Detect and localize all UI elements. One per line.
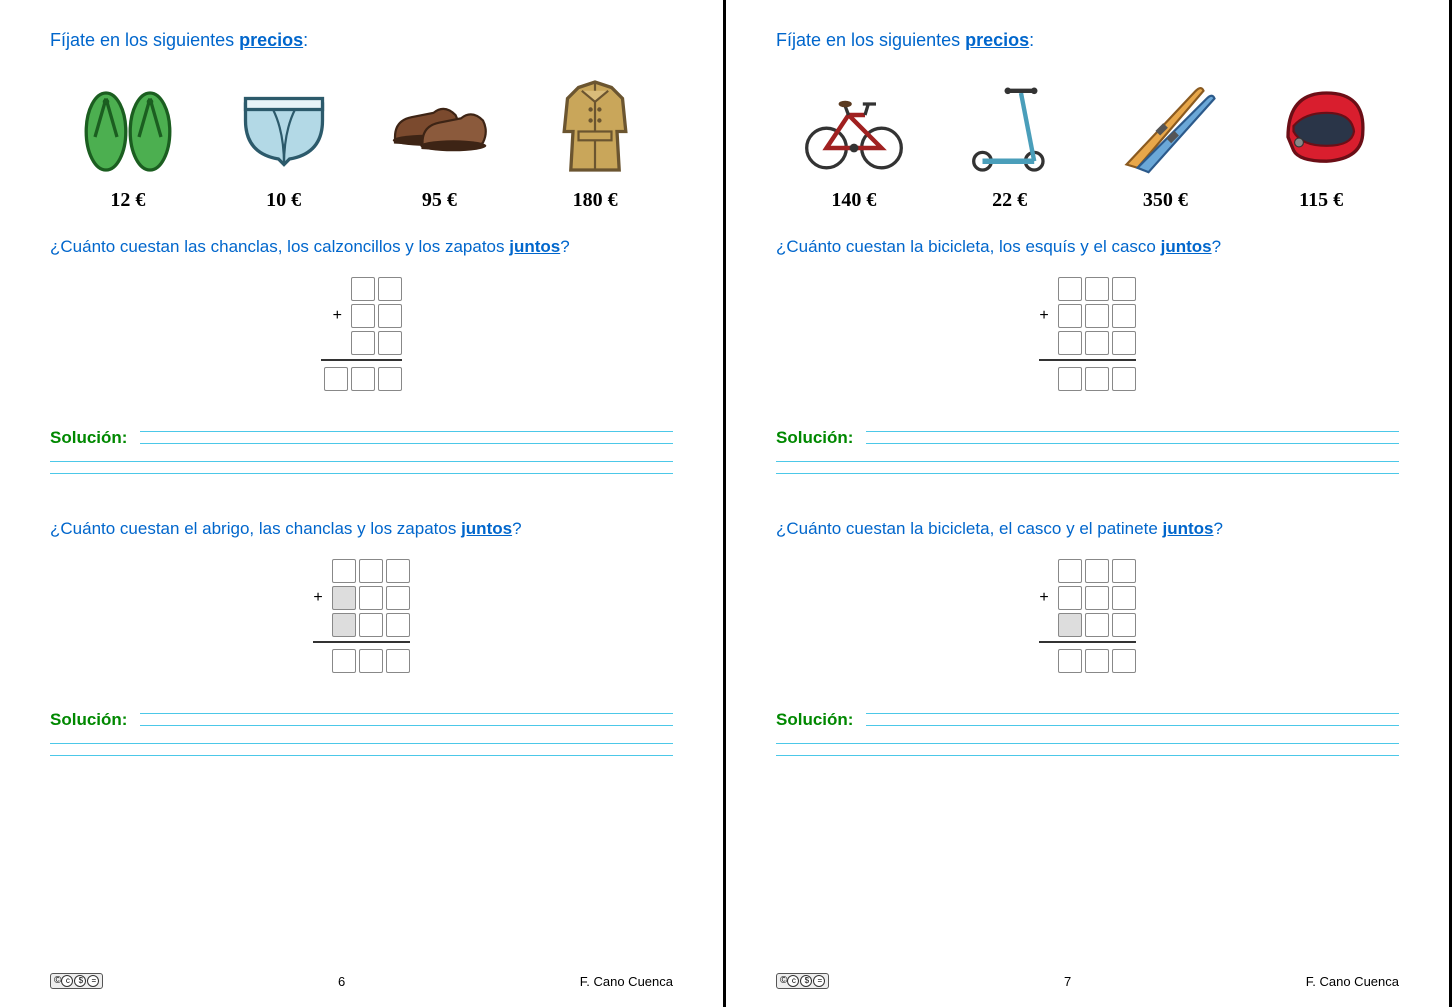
worksheet-page-right: Fíjate en los siguientes precios: 140 € (726, 0, 1452, 1007)
item-flipflops: 12 € (50, 71, 206, 212)
bike-icon (799, 71, 909, 181)
helmet-icon (1266, 71, 1376, 181)
price: 350 € (1143, 189, 1188, 212)
page-number: 7 (1064, 974, 1071, 989)
item-bike: 140 € (776, 71, 932, 212)
question-1: ¿Cuánto cuestan la bicicleta, los esquís… (776, 237, 1399, 257)
question-2: ¿Cuánto cuestan la bicicleta, el casco y… (776, 519, 1399, 539)
item-helmet: 115 € (1243, 71, 1399, 212)
coat-icon (540, 71, 650, 181)
cc-license-icon: ©c$= (50, 973, 103, 989)
item-scooter: 22 € (932, 71, 1088, 212)
item-coat: 180 € (517, 71, 673, 212)
calculation-grid: + (50, 277, 673, 394)
price: 22 € (992, 189, 1027, 212)
calculation-grid: + (776, 559, 1399, 676)
solution-label: Solución: (50, 710, 127, 730)
solution-area: Solución: (776, 424, 1399, 474)
cc-license-icon: ©c$= (776, 973, 829, 989)
worksheet-page-left: Fíjate en los siguientes precios: 12 € 1… (0, 0, 726, 1007)
page-number: 6 (338, 974, 345, 989)
item-skis: 350 € (1088, 71, 1244, 212)
solution-label: Solución: (50, 428, 127, 448)
calculation-grid: + (776, 277, 1399, 394)
solution-area: Solución: (776, 706, 1399, 756)
author-name: F. Cano Cuenca (1306, 974, 1399, 989)
price: 95 € (422, 189, 457, 212)
price: 12 € (110, 189, 145, 212)
heading: Fíjate en los siguientes precios: (776, 30, 1399, 51)
price: 10 € (266, 189, 301, 212)
calculation-grid: + (50, 559, 673, 676)
heading-suffix: : (303, 30, 308, 50)
price: 115 € (1299, 189, 1343, 212)
question-1: ¿Cuánto cuestan las chanclas, los calzon… (50, 237, 673, 257)
item-shoes: 95 € (362, 71, 518, 212)
price: 140 € (831, 189, 876, 212)
question-2: ¿Cuánto cuestan el abrigo, las chanclas … (50, 519, 673, 539)
page-footer: ©c$= 7 F. Cano Cuenca (776, 973, 1399, 989)
shoes-icon (384, 71, 494, 181)
items-row: 12 € 10 € 95 € (50, 71, 673, 212)
heading-prefix: Fíjate en los siguientes (50, 30, 239, 50)
briefs-icon (229, 71, 339, 181)
heading-underlined: precios (239, 30, 303, 50)
page-footer: ©c$= 6 F. Cano Cuenca (50, 973, 673, 989)
skis-icon (1110, 71, 1220, 181)
solution-area: Solución: (50, 706, 673, 756)
scooter-icon (955, 71, 1065, 181)
solution-area: Solución: (50, 424, 673, 474)
items-row: 140 € 22 € 350 € (776, 71, 1399, 212)
item-briefs: 10 € (206, 71, 362, 212)
price: 180 € (573, 189, 618, 212)
flipflops-icon (73, 71, 183, 181)
heading: Fíjate en los siguientes precios: (50, 30, 673, 51)
author-name: F. Cano Cuenca (580, 974, 673, 989)
